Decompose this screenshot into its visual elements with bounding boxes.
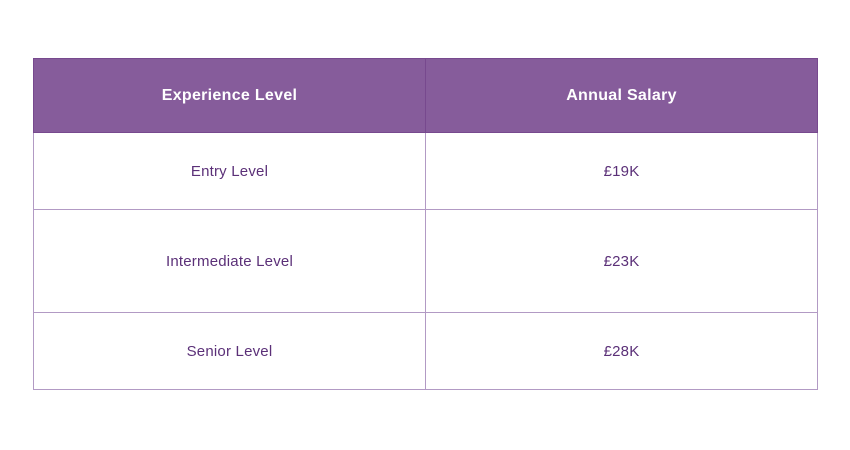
experience-level-cell: Entry Level <box>33 132 426 210</box>
annual-salary-cell: £23K <box>425 209 818 313</box>
table-row-entry-level: Entry Level £19K <box>33 132 818 210</box>
annual-salary-cell: £28K <box>425 312 818 390</box>
column-header-annual-salary: Annual Salary <box>425 58 818 133</box>
experience-level-cell: Intermediate Level <box>33 209 426 313</box>
column-header-experience-level: Experience Level <box>33 58 426 133</box>
table-header: Experience Level Annual Salary <box>33 58 818 133</box>
annual-salary-cell: £19K <box>425 132 818 210</box>
table-row-intermediate-level: Intermediate Level £23K <box>33 209 818 313</box>
experience-level-cell: Senior Level <box>33 312 426 390</box>
header-row: Experience Level Annual Salary <box>33 58 818 133</box>
table-body: Entry Level £19K Intermediate Level £23K… <box>33 132 818 390</box>
table-row-senior-level: Senior Level £28K <box>33 312 818 390</box>
salary-table: Experience Level Annual Salary Entry Lev… <box>33 58 818 390</box>
